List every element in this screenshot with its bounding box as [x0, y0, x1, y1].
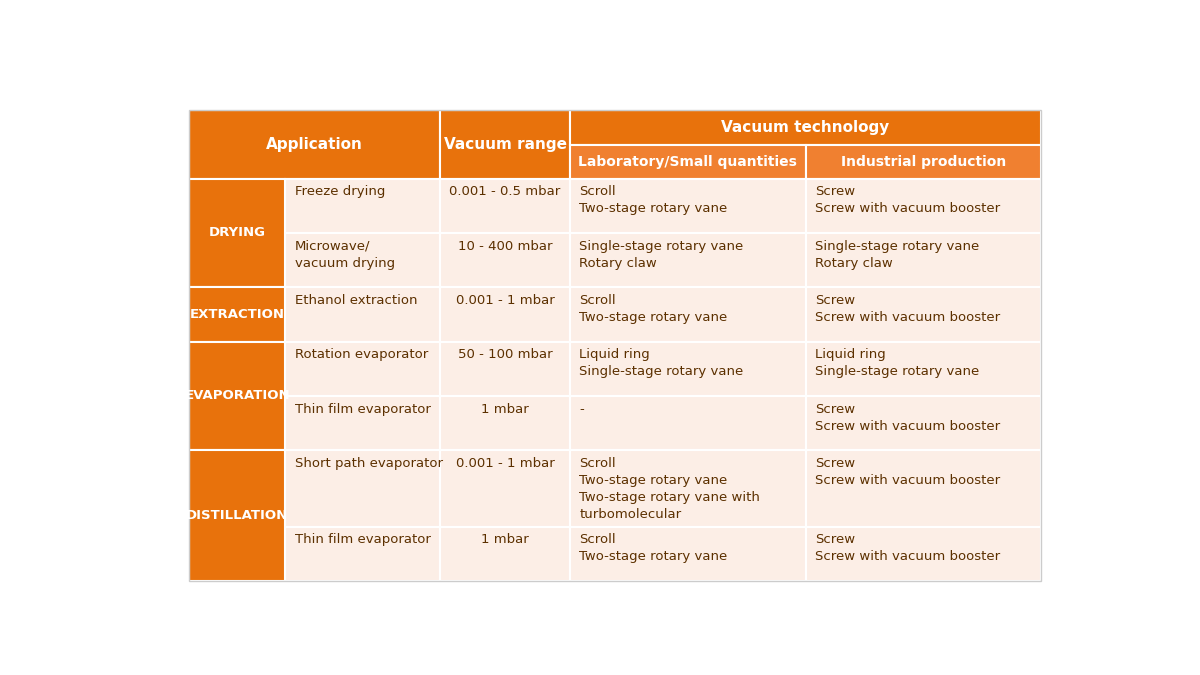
Text: 0.001 - 1 mbar: 0.001 - 1 mbar — [456, 457, 554, 470]
Bar — [286, 342, 440, 396]
Text: -: - — [580, 403, 584, 416]
Text: Single-stage rotary vane
Rotary claw: Single-stage rotary vane Rotary claw — [580, 240, 744, 270]
Bar — [286, 396, 440, 450]
Bar — [806, 288, 1040, 342]
Text: Freeze drying: Freeze drying — [295, 186, 385, 198]
Text: Laboratory/Small quantities: Laboratory/Small quantities — [578, 155, 797, 169]
Bar — [190, 450, 286, 581]
Text: Screw
Screw with vacuum booster: Screw Screw with vacuum booster — [815, 533, 1001, 564]
Bar — [286, 526, 440, 581]
Text: Liquid ring
Single-stage rotary vane: Liquid ring Single-stage rotary vane — [815, 348, 979, 379]
Text: Screw
Screw with vacuum booster: Screw Screw with vacuum booster — [815, 457, 1001, 487]
Text: Screw
Screw with vacuum booster: Screw Screw with vacuum booster — [815, 186, 1001, 215]
Text: DRYING: DRYING — [209, 227, 265, 240]
Text: EVAPORATION: EVAPORATION — [185, 389, 290, 402]
Text: Rotation evaporator: Rotation evaporator — [295, 348, 428, 361]
Text: Short path evaporator: Short path evaporator — [295, 457, 443, 470]
Bar — [570, 396, 806, 450]
Text: Single-stage rotary vane
Rotary claw: Single-stage rotary vane Rotary claw — [815, 240, 979, 270]
Bar — [570, 145, 806, 179]
Text: Screw
Screw with vacuum booster: Screw Screw with vacuum booster — [815, 403, 1001, 433]
Bar — [190, 179, 286, 288]
Text: 1 mbar: 1 mbar — [481, 533, 529, 547]
Bar — [806, 342, 1040, 396]
Text: Vacuum technology: Vacuum technology — [721, 120, 889, 135]
Text: 1 mbar: 1 mbar — [481, 403, 529, 416]
Bar — [570, 526, 806, 581]
Bar — [806, 396, 1040, 450]
Text: Vacuum range: Vacuum range — [444, 136, 566, 152]
Text: Scroll
Two-stage rotary vane: Scroll Two-stage rotary vane — [580, 186, 727, 215]
Bar — [190, 288, 286, 342]
Text: DISTILLATION: DISTILLATION — [186, 509, 288, 522]
Bar — [806, 233, 1040, 288]
Bar — [286, 233, 440, 288]
Text: 0.001 - 1 mbar: 0.001 - 1 mbar — [456, 294, 554, 307]
Text: Scroll
Two-stage rotary vane: Scroll Two-stage rotary vane — [580, 294, 727, 324]
Bar — [440, 342, 570, 396]
Bar — [440, 288, 570, 342]
Text: EXTRACTION: EXTRACTION — [190, 308, 284, 321]
Text: Liquid ring
Single-stage rotary vane: Liquid ring Single-stage rotary vane — [580, 348, 744, 379]
Bar — [806, 526, 1040, 581]
Bar — [570, 288, 806, 342]
Bar — [570, 342, 806, 396]
Bar — [570, 179, 806, 233]
Text: Screw
Screw with vacuum booster: Screw Screw with vacuum booster — [815, 294, 1001, 324]
Bar — [806, 450, 1040, 526]
Text: 0.001 - 0.5 mbar: 0.001 - 0.5 mbar — [450, 186, 560, 198]
Bar — [440, 109, 570, 179]
Bar — [440, 179, 570, 233]
Bar — [570, 233, 806, 288]
Text: Application: Application — [266, 136, 364, 152]
Bar — [286, 450, 440, 526]
Bar — [806, 179, 1040, 233]
Bar — [440, 396, 570, 450]
Bar — [806, 145, 1040, 179]
Bar — [570, 450, 806, 526]
Text: Industrial production: Industrial production — [841, 155, 1006, 169]
Text: Scroll
Two-stage rotary vane: Scroll Two-stage rotary vane — [580, 533, 727, 564]
Text: Thin film evaporator: Thin film evaporator — [295, 533, 431, 547]
Text: 10 - 400 mbar: 10 - 400 mbar — [458, 240, 552, 252]
Bar — [440, 450, 570, 526]
Bar — [570, 109, 1040, 145]
Bar — [440, 233, 570, 288]
Text: 50 - 100 mbar: 50 - 100 mbar — [457, 348, 552, 361]
Bar — [286, 179, 440, 233]
Text: Scroll
Two-stage rotary vane
Two-stage rotary vane with
turbomolecular: Scroll Two-stage rotary vane Two-stage r… — [580, 457, 760, 521]
Text: Microwave/
vacuum drying: Microwave/ vacuum drying — [295, 240, 395, 270]
Text: Ethanol extraction: Ethanol extraction — [295, 294, 418, 307]
Text: Thin film evaporator: Thin film evaporator — [295, 403, 431, 416]
Bar — [286, 288, 440, 342]
Bar — [440, 526, 570, 581]
Bar — [190, 109, 440, 179]
Bar — [190, 342, 286, 450]
